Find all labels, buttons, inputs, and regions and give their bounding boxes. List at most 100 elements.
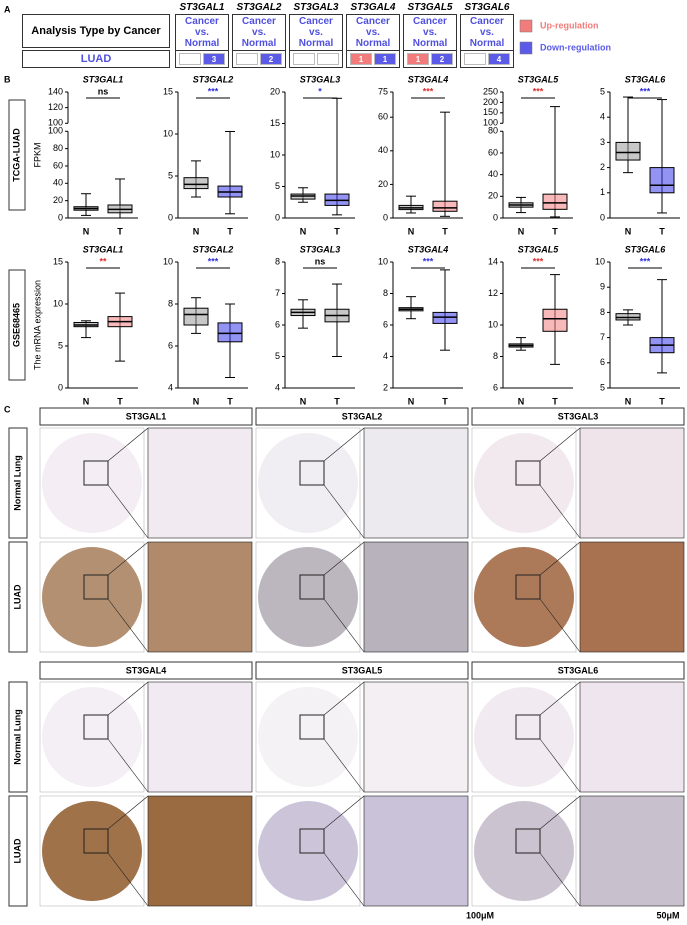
chart-title: ST3GAL6 (625, 74, 667, 84)
significance: *** (533, 86, 544, 96)
zoom-box (299, 714, 325, 740)
y-tick-label: 0 (493, 212, 498, 222)
zoom-link (539, 795, 581, 830)
y-tick-label: 60 (53, 160, 63, 170)
tissue-core (258, 433, 358, 533)
row-label-box (8, 269, 26, 381)
y-tick-label: 7 (275, 288, 280, 298)
box (542, 193, 568, 210)
chart-title: ST3GAL5 (518, 244, 560, 254)
compare-cell: Cancer vs. Normal (460, 14, 514, 50)
zoom-box (515, 460, 541, 486)
y-tick-label: 150 (483, 107, 498, 117)
box (615, 141, 641, 161)
chart-title: ST3GAL4 (408, 244, 449, 254)
chart-title: ST3GAL1 (83, 244, 124, 254)
y-tick-label: 100 (48, 126, 63, 136)
count-cell: 2 (260, 53, 282, 65)
zoom-box (83, 714, 109, 740)
y-tick-label: 6 (600, 357, 605, 367)
y-tick-label: 8 (600, 307, 605, 317)
tissue-core (474, 547, 574, 647)
row-label: GSE68465 (11, 303, 21, 347)
compare-cell: Cancer vs. Normal (346, 14, 400, 50)
y-tick-label: 5 (168, 170, 173, 180)
zoom-image (363, 541, 469, 653)
zoom-box (515, 574, 541, 600)
y-tick-label: 10 (595, 256, 605, 266)
chart-title: ST3GAL2 (193, 74, 234, 84)
zoom-link (323, 795, 365, 830)
zoom-link (539, 484, 581, 539)
y-tick-label: 10 (488, 319, 498, 329)
zoom-link (539, 852, 581, 907)
count-row (289, 50, 343, 68)
panel-letter: B (4, 74, 11, 84)
count-cell: 4 (488, 53, 510, 65)
y-tick-label: 14 (488, 256, 498, 266)
y-tick-label: 20 (488, 191, 498, 201)
x-tick-label: N (518, 396, 525, 406)
count-cell (464, 53, 486, 65)
zoom-image (579, 681, 685, 793)
group-title-box (39, 661, 253, 680)
zoom-box (299, 574, 325, 600)
y-tick-label: 4 (275, 382, 280, 392)
zoom-box (299, 828, 325, 854)
tissue-core (42, 801, 142, 901)
y-tick-label: 4 (168, 382, 173, 392)
significance: ns (98, 86, 109, 96)
zoom-image (579, 795, 685, 907)
x-tick-label: T (552, 226, 558, 236)
zoom-box (299, 460, 325, 486)
legend-swatch (519, 19, 533, 33)
row-label: LUAD (12, 838, 22, 863)
x-tick-label: T (334, 226, 340, 236)
count-cell: 3 (203, 53, 225, 65)
y-tick-label: 10 (53, 298, 63, 308)
row-label: LUAD (12, 584, 22, 609)
count-cell: 1 (407, 53, 429, 65)
group-title-box (471, 661, 685, 680)
row-label: Normal Lung (12, 709, 22, 765)
y-tick-label: 5 (275, 351, 280, 361)
zoom-image (147, 681, 253, 793)
x-tick-label: T (659, 226, 665, 236)
row-label-box (8, 427, 28, 539)
y-tick-label: 140 (48, 86, 63, 96)
y-tick-label: 2 (383, 382, 388, 392)
x-tick-label: N (83, 396, 90, 406)
x-tick-label: T (227, 396, 233, 406)
tissue-core (258, 687, 358, 787)
y-tick-label: 10 (163, 256, 173, 266)
x-tick-label: N (625, 396, 632, 406)
legend-label: Up-regulation (540, 20, 599, 30)
chart-title: ST3GAL2 (193, 244, 234, 254)
y-tick-label: 60 (488, 147, 498, 157)
zoom-image (363, 427, 469, 539)
y-tick-label: 6 (275, 319, 280, 329)
zoom-image (147, 541, 253, 653)
y-tick-label: 9 (600, 282, 605, 292)
panel-letter: C (4, 404, 11, 414)
box (183, 307, 209, 326)
x-tick-label: N (193, 396, 200, 406)
group-title: ST3GAL6 (558, 665, 599, 675)
x-tick-label: N (300, 396, 307, 406)
y-tick-label: 15 (270, 118, 280, 128)
x-tick-label: N (625, 226, 632, 236)
zoom-link (323, 738, 365, 793)
group-title-box (255, 661, 469, 680)
x-tick-label: N (408, 226, 415, 236)
zoom-image (363, 795, 469, 907)
zoom-link (539, 738, 581, 793)
x-tick-label: N (83, 226, 90, 236)
group-title-box (39, 407, 253, 426)
zoom-link (107, 681, 149, 716)
compare-cell: Cancer vs. Normal (232, 14, 286, 50)
x-tick-label: N (193, 226, 200, 236)
significance: *** (423, 86, 434, 96)
